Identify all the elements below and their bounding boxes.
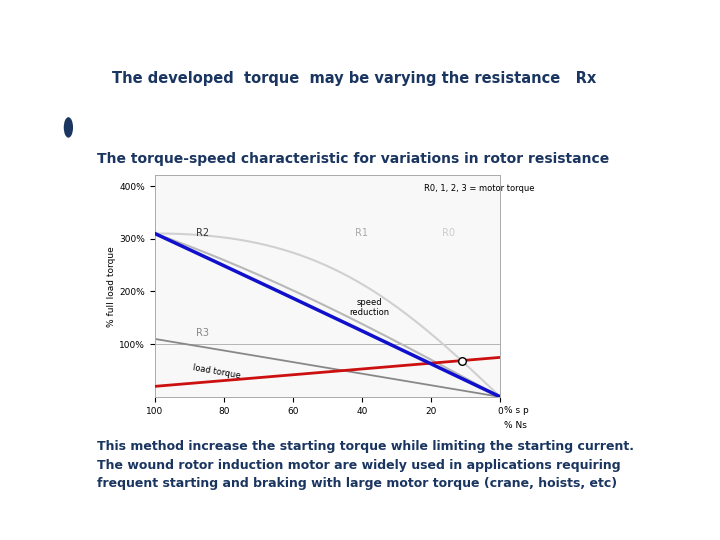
Text: speed
reduction: speed reduction xyxy=(349,298,389,317)
Text: % Ns: % Ns xyxy=(504,421,527,430)
Text: R0, 1, 2, 3 = motor torque: R0, 1, 2, 3 = motor torque xyxy=(424,184,535,193)
Text: R2: R2 xyxy=(197,228,210,238)
Text: % s p: % s p xyxy=(504,406,528,415)
Text: The torque-speed characteristic for variations in rotor resistance: The torque-speed characteristic for vari… xyxy=(97,152,609,166)
Text: load torque: load torque xyxy=(192,363,242,380)
Text: This method increase the starting torque while limiting the starting current.
Th: This method increase the starting torque… xyxy=(97,440,634,490)
Text: R3: R3 xyxy=(197,328,210,338)
Y-axis label: % full load torque: % full load torque xyxy=(107,246,117,327)
Text: R1: R1 xyxy=(355,228,368,238)
FancyBboxPatch shape xyxy=(73,0,279,163)
Ellipse shape xyxy=(64,117,73,138)
Text: The developed  torque  may be varying the resistance   Rx: The developed torque may be varying the … xyxy=(112,71,596,86)
Text: R0: R0 xyxy=(441,228,454,238)
